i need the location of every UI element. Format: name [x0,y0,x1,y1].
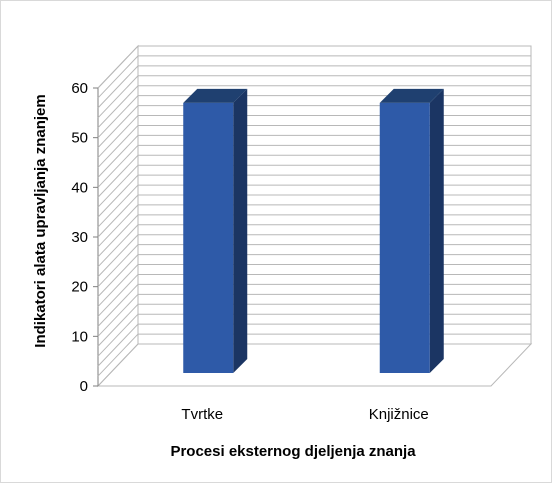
bar-side [233,88,248,374]
gridline [97,273,531,317]
gridline [97,313,531,357]
gridline [97,95,531,139]
gridline [97,154,531,198]
y-tick-labels: 0 10 20 30 40 50 60 [71,80,98,395]
bar-side [429,88,444,374]
gridline [97,224,531,268]
gridline [97,85,531,129]
chart-walls [96,44,533,388]
gridline [97,333,531,377]
bar-front [379,102,430,374]
gridline [97,134,531,178]
gridline [97,264,531,307]
bar-top [379,88,444,103]
gridline [97,234,531,278]
bar-front [183,102,234,374]
floor [96,343,533,387]
bar-tvrtke [183,88,248,374]
y-tick-label: 40 [71,179,88,196]
gridline [97,293,531,337]
gridline [97,204,531,248]
gridline [97,254,531,297]
gridline [97,174,531,218]
gridlines [97,45,531,377]
gridline [97,75,531,119]
gridline [97,115,531,158]
gridline [97,65,531,109]
gridline [97,303,531,347]
gridline [97,105,531,148]
x-category-label: Knjižnice [369,406,429,423]
y-tick-label: 20 [71,279,88,296]
x-category-label: Tvrtke [181,406,223,423]
gridline [97,45,531,89]
gridline [97,55,531,99]
gridline [97,323,531,367]
gridline [97,283,531,327]
gridline [97,194,531,238]
y-tick-label: 30 [71,229,88,246]
y-tick-label: 0 [80,378,88,395]
bar-knjižnice [379,88,444,374]
gridline [97,164,531,208]
y-tick-label: 10 [71,328,88,345]
x-category-labels: Tvrtke Knjižnice [181,406,428,423]
gridline [97,244,531,288]
gridline [97,214,531,258]
bar-top [183,88,248,103]
x-axis-title: Procesi eksternog djeljenja znanja [170,443,416,460]
y-axis-title: Indikatori alata upravljanja znanjem [32,94,49,347]
y-tick-label: 60 [71,80,88,97]
gridline [97,184,531,228]
y-tick-label: 50 [71,130,88,147]
gridline [97,144,531,188]
gridline [97,124,531,168]
bars [183,88,444,374]
